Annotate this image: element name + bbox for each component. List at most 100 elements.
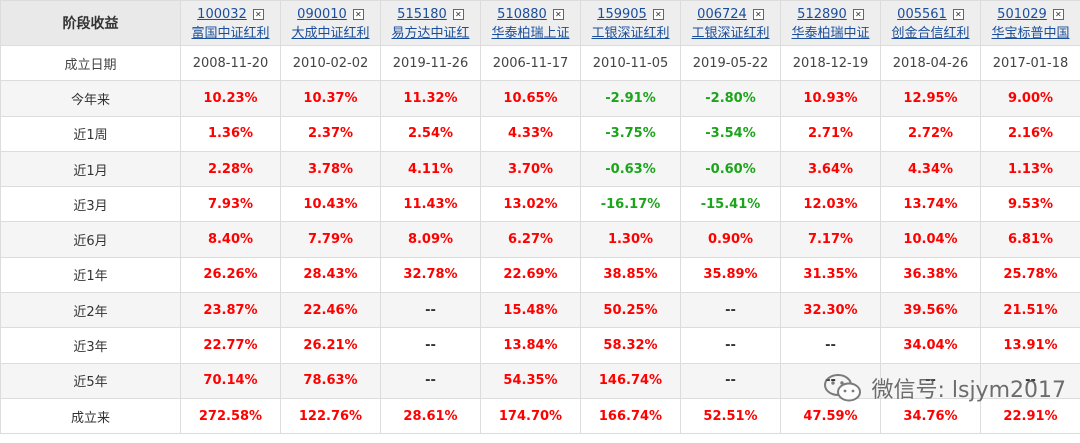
return-cell: 13.84% (480, 327, 581, 364)
table-row: 近1周 1.36% 2.37% 2.54% 4.33% -3.75% -3.54% 2.71%… (0, 115, 1080, 152)
fund-column-header: 510880 ✕ 华泰柏瑞上证 (480, 0, 581, 46)
fund-name-link[interactable]: 华泰柏瑞中证 (791, 26, 870, 41)
row-label: 成立来 (0, 397, 181, 435)
return-cell: -- (780, 362, 881, 399)
return-cell: -2.91% (580, 80, 681, 117)
return-cell: 146.74% (580, 362, 681, 399)
return-cell: 21.51% (980, 292, 1080, 329)
return-cell: -15.41% (680, 186, 781, 223)
fund-name-link[interactable]: 工银深证红利 (591, 26, 670, 41)
return-cell: 32.78% (380, 256, 481, 294)
return-cell: 2.28% (180, 150, 281, 188)
remove-fund-icon[interactable]: ✕ (252, 9, 264, 20)
return-cell: 22.77% (180, 327, 281, 364)
return-cell: 3.70% (480, 150, 581, 188)
return-cell: 11.43% (380, 186, 481, 223)
fund-code-link[interactable]: 515180 (397, 7, 447, 22)
fund-column-header: 512890 ✕ 华泰柏瑞中证 (780, 0, 881, 46)
fund-column-header: 100032 ✕ 富国中证红利 (180, 0, 281, 46)
return-cell: -- (680, 362, 781, 399)
return-cell: 2.54% (380, 115, 481, 152)
return-cell: 10.93% (780, 80, 881, 117)
fund-name-link[interactable]: 富国中证红利 (191, 26, 270, 41)
fund-name-link[interactable]: 易方达中证红 (391, 26, 470, 41)
inception-date-cell: 2008-11-20 (180, 44, 281, 82)
return-cell: 28.61% (380, 397, 481, 435)
table-row: 成立来 272.58% 122.76% 28.61% 174.70% 166.74% 52.… (0, 397, 1080, 435)
return-cell: 22.91% (980, 397, 1080, 435)
remove-fund-icon[interactable]: ✕ (552, 9, 564, 20)
fund-code-link[interactable]: 005561 (897, 7, 947, 22)
return-cell: -- (680, 292, 781, 329)
fund-code-link[interactable]: 510880 (497, 7, 547, 22)
remove-fund-icon[interactable]: ✕ (952, 9, 964, 20)
corner-header: 阶段收益 (0, 0, 181, 46)
inception-date-cell: 2018-04-26 (880, 44, 981, 82)
row-label: 近2年 (0, 292, 181, 329)
return-cell: 54.35% (480, 362, 581, 399)
table-row: 今年来 10.23% 10.37% 11.32% 10.65% -2.91% -2.80% 1… (0, 80, 1080, 117)
remove-fund-icon[interactable]: ✕ (452, 9, 464, 20)
return-cell: 6.27% (480, 221, 581, 258)
return-cell: 23.87% (180, 292, 281, 329)
fund-name-link[interactable]: 华泰柏瑞上证 (491, 26, 570, 41)
fund-column-header: 515180 ✕ 易方达中证红 (380, 0, 481, 46)
return-cell: 2.71% (780, 115, 881, 152)
return-cell: 36.38% (880, 256, 981, 294)
inception-date-cell: 2019-05-22 (680, 44, 781, 82)
fund-code-link[interactable]: 501029 (997, 7, 1047, 22)
remove-fund-icon[interactable]: ✕ (752, 9, 764, 20)
return-cell: 1.30% (580, 221, 681, 258)
inception-date-cell: 2017-01-18 (980, 44, 1080, 82)
return-cell: 52.51% (680, 397, 781, 435)
return-cell: 31.35% (780, 256, 881, 294)
return-cell: -- (680, 327, 781, 364)
return-cell: 2.37% (280, 115, 381, 152)
return-cell: 10.23% (180, 80, 281, 117)
fund-column-header: 090010 ✕ 大成中证红利 (280, 0, 381, 46)
return-cell: 9.53% (980, 186, 1080, 223)
fund-code-link[interactable]: 100032 (197, 7, 247, 22)
remove-fund-icon[interactable]: ✕ (352, 9, 364, 20)
return-cell: -- (880, 362, 981, 399)
return-cell: -16.17% (580, 186, 681, 223)
row-label: 近3月 (0, 186, 181, 223)
row-label: 近1周 (0, 115, 181, 152)
return-cell: 12.95% (880, 80, 981, 117)
table-row: 近6月 8.40% 7.79% 8.09% 6.27% 1.30% 0.90% 7.17% 10… (0, 221, 1080, 258)
return-cell: 4.11% (380, 150, 481, 188)
fund-name-link[interactable]: 工银深证红利 (691, 26, 770, 41)
return-cell: 11.32% (380, 80, 481, 117)
return-cell: 10.37% (280, 80, 381, 117)
return-cell: 38.85% (580, 256, 681, 294)
table-row: 近2年 23.87% 22.46% -- 15.48% 50.25% -- 32.30% 39.… (0, 292, 1080, 329)
return-cell: 58.32% (580, 327, 681, 364)
fund-name-link[interactable]: 创金合信红利 (891, 26, 970, 41)
return-cell: 13.02% (480, 186, 581, 223)
return-cell: 8.09% (380, 221, 481, 258)
fund-name-link[interactable]: 大成中证红利 (291, 26, 370, 41)
inception-date-cell: 2006-11-17 (480, 44, 581, 82)
fund-code-link[interactable]: 512890 (797, 7, 847, 22)
header-row: 阶段收益 100032 ✕ 富国中证红利 090010 ✕ 大成中证红利 515180 ✕ 易方… (0, 0, 1080, 46)
fund-name-link[interactable]: 华宝标普中国 (991, 26, 1070, 41)
row-label: 近1月 (0, 150, 181, 188)
table-body: 成立日期 2008-11-20 2010-02-02 2019-11-26 2006-1… (0, 44, 1080, 435)
remove-fund-icon[interactable]: ✕ (852, 9, 864, 20)
return-cell: 7.93% (180, 186, 281, 223)
return-cell: 15.48% (480, 292, 581, 329)
fund-code-link[interactable]: 090010 (297, 7, 347, 22)
inception-date-cell: 2019-11-26 (380, 44, 481, 82)
return-cell: 3.78% (280, 150, 381, 188)
return-cell: 272.58% (180, 397, 281, 435)
return-cell: -- (380, 362, 481, 399)
return-cell: 12.03% (780, 186, 881, 223)
fund-code-link[interactable]: 159905 (597, 7, 647, 22)
fund-code-link[interactable]: 006724 (697, 7, 747, 22)
row-label: 近6月 (0, 221, 181, 258)
remove-fund-icon[interactable]: ✕ (1052, 9, 1064, 20)
inception-date-cell: 2010-02-02 (280, 44, 381, 82)
return-cell: 166.74% (580, 397, 681, 435)
remove-fund-icon[interactable]: ✕ (652, 9, 664, 20)
